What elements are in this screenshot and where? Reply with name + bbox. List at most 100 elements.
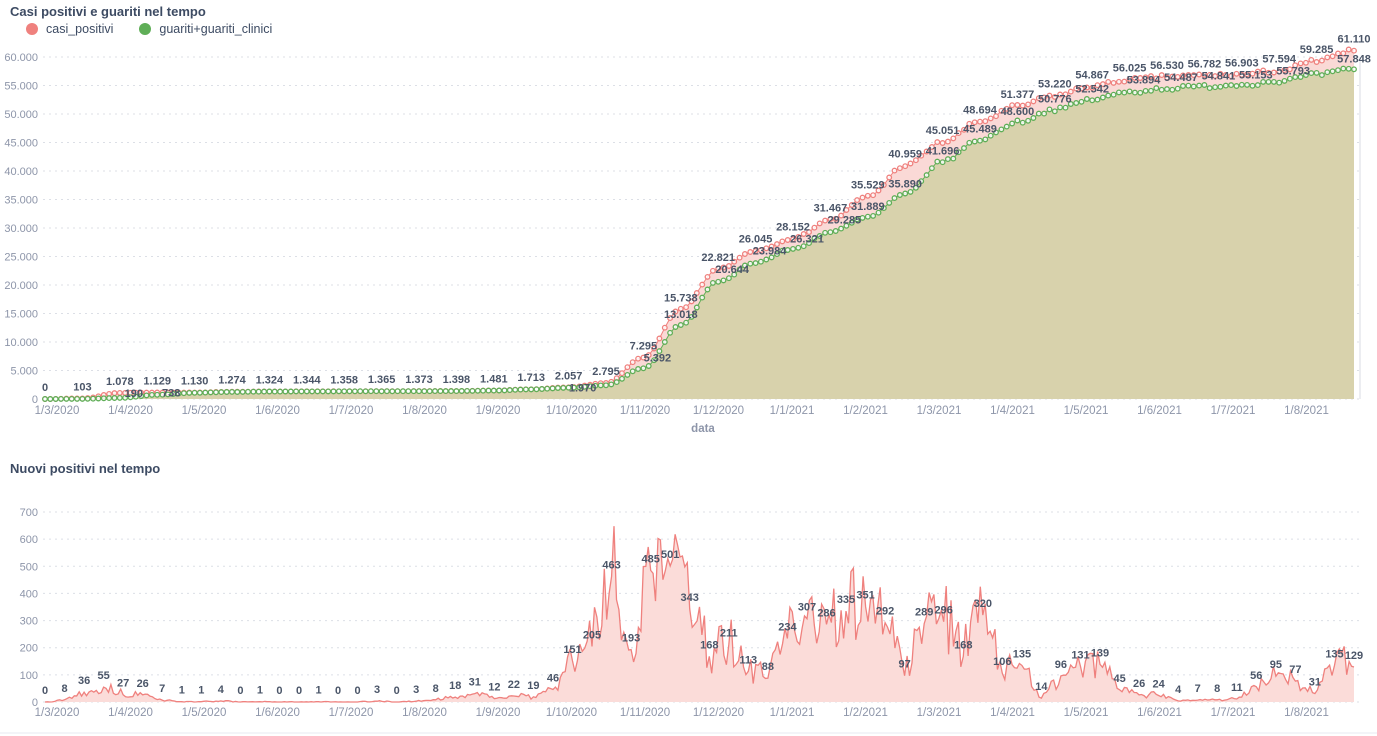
svg-text:8: 8: [433, 683, 439, 695]
svg-text:45.051: 45.051: [926, 125, 960, 137]
svg-text:31: 31: [469, 677, 481, 689]
svg-text:3: 3: [374, 684, 380, 696]
svg-text:35.529: 35.529: [851, 180, 885, 192]
svg-text:15.738: 15.738: [664, 292, 698, 304]
svg-text:3: 3: [413, 684, 419, 696]
svg-text:13.018: 13.018: [664, 309, 698, 321]
svg-text:1/6/2020: 1/6/2020: [255, 707, 300, 719]
svg-text:20.000: 20.000: [4, 280, 38, 292]
svg-text:31.889: 31.889: [851, 201, 885, 213]
svg-text:211: 211: [720, 628, 738, 640]
svg-text:205: 205: [583, 629, 601, 641]
svg-text:35.890: 35.890: [888, 178, 922, 190]
svg-text:40.959: 40.959: [888, 149, 922, 161]
svg-text:10.000: 10.000: [4, 337, 38, 349]
svg-text:193: 193: [622, 633, 640, 645]
svg-text:53.894: 53.894: [1127, 75, 1162, 87]
svg-text:200: 200: [20, 643, 38, 655]
svg-text:26.045: 26.045: [739, 234, 773, 246]
legend-item-casi-positivi[interactable]: casi_positivi: [26, 22, 113, 36]
svg-text:50.000: 50.000: [4, 109, 38, 121]
svg-text:5.000: 5.000: [10, 366, 38, 378]
svg-text:55.793: 55.793: [1276, 66, 1310, 78]
bottom-chart-title: Nuovi positivi nel tempo: [10, 461, 161, 476]
svg-text:1/7/2020: 1/7/2020: [329, 405, 374, 417]
svg-text:335: 335: [837, 594, 855, 606]
svg-text:95: 95: [1270, 659, 1282, 671]
svg-text:1/1/2021: 1/1/2021: [770, 707, 815, 719]
svg-text:0: 0: [276, 685, 282, 697]
svg-text:28.152: 28.152: [776, 222, 810, 234]
svg-text:0: 0: [394, 685, 400, 697]
svg-text:55.000: 55.000: [4, 81, 38, 93]
svg-text:0: 0: [32, 697, 38, 709]
svg-text:54.841: 54.841: [1202, 70, 1236, 82]
casi-positivi-swatch: [26, 23, 38, 35]
svg-text:4: 4: [1175, 684, 1182, 696]
svg-text:1/11/2020: 1/11/2020: [620, 707, 670, 719]
svg-text:22: 22: [508, 679, 520, 691]
svg-text:57.848: 57.848: [1337, 53, 1371, 65]
svg-text:20.644: 20.644: [715, 264, 750, 276]
x-axis: 1/3/2020 1/4/2020 1/5/2020 1/6/2020 1/7/2020…: [35, 707, 1329, 719]
svg-text:1: 1: [315, 685, 321, 697]
svg-text:51.377: 51.377: [1001, 89, 1035, 101]
svg-text:1/3/2021: 1/3/2021: [917, 405, 962, 417]
svg-text:1/2/2021: 1/2/2021: [843, 707, 888, 719]
svg-text:1/8/2021: 1/8/2021: [1284, 707, 1329, 719]
svg-text:190: 190: [125, 388, 143, 400]
svg-text:1/5/2020: 1/5/2020: [182, 405, 227, 417]
nuovi-positivi-line: [44, 526, 1355, 703]
svg-text:2.795: 2.795: [592, 366, 620, 378]
svg-text:300: 300: [20, 616, 38, 628]
svg-text:60.000: 60.000: [4, 52, 38, 64]
svg-text:1/4/2021: 1/4/2021: [990, 707, 1035, 719]
svg-text:1/12/2020: 1/12/2020: [693, 405, 744, 417]
svg-text:7: 7: [159, 683, 165, 695]
svg-text:151: 151: [563, 644, 581, 656]
svg-text:0: 0: [42, 685, 48, 697]
svg-text:1/6/2021: 1/6/2021: [1137, 405, 1182, 417]
svg-text:103: 103: [73, 381, 91, 393]
svg-text:1/5/2021: 1/5/2021: [1064, 405, 1109, 417]
legend-item-guariti[interactable]: guariti+guariti_clinici: [139, 22, 272, 36]
svg-text:1/10/2020: 1/10/2020: [546, 405, 597, 417]
svg-text:35.000: 35.000: [4, 195, 38, 207]
svg-text:1/12/2020: 1/12/2020: [693, 707, 744, 719]
svg-text:1.358: 1.358: [330, 374, 358, 386]
svg-text:234: 234: [778, 622, 797, 634]
svg-text:97: 97: [898, 659, 910, 671]
svg-text:0: 0: [296, 685, 302, 697]
svg-text:88: 88: [762, 661, 774, 673]
svg-text:1.129: 1.129: [143, 376, 171, 388]
svg-text:48.694: 48.694: [963, 104, 998, 116]
svg-text:26: 26: [137, 678, 149, 690]
svg-text:27: 27: [117, 678, 129, 690]
svg-text:1: 1: [257, 685, 263, 697]
svg-text:54.867: 54.867: [1075, 69, 1109, 81]
guariti-markers: [42, 65, 1357, 402]
svg-text:59.285: 59.285: [1300, 44, 1334, 56]
svg-text:320: 320: [974, 598, 992, 610]
svg-text:1.481: 1.481: [480, 374, 508, 386]
svg-text:0: 0: [42, 382, 48, 394]
svg-text:7.295: 7.295: [630, 340, 658, 352]
svg-text:26.321: 26.321: [790, 234, 824, 246]
svg-text:1/2/2021: 1/2/2021: [843, 405, 888, 417]
svg-text:56.530: 56.530: [1150, 60, 1184, 72]
svg-text:1: 1: [198, 685, 204, 697]
svg-text:700: 700: [20, 507, 38, 519]
svg-text:400: 400: [20, 588, 38, 600]
svg-text:1/4/2020: 1/4/2020: [108, 707, 153, 719]
svg-text:463: 463: [602, 559, 620, 571]
svg-text:1/8/2020: 1/8/2020: [402, 707, 447, 719]
guariti-area: [45, 68, 1354, 399]
svg-text:286: 286: [817, 607, 835, 619]
svg-text:56: 56: [1250, 670, 1262, 682]
svg-text:7: 7: [1195, 683, 1201, 695]
legend-label-casi-positivi: casi_positivi: [46, 22, 114, 36]
svg-text:14: 14: [1035, 681, 1048, 693]
svg-text:5.392: 5.392: [644, 352, 672, 364]
svg-text:56.782: 56.782: [1188, 58, 1222, 70]
